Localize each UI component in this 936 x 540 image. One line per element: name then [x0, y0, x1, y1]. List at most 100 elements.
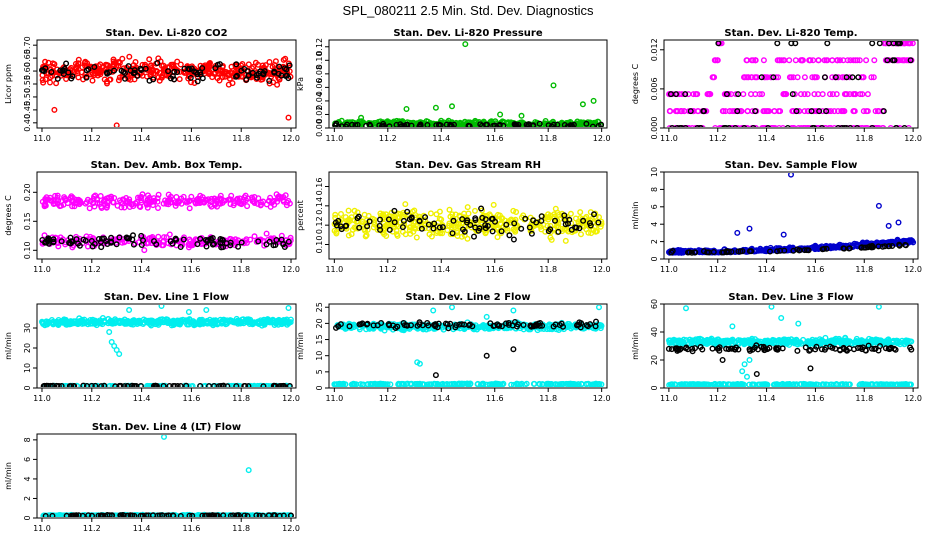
data-point: [891, 57, 898, 64]
x-tick-label: 11.8: [232, 134, 250, 143]
data-point: [465, 210, 472, 217]
data-point: [687, 108, 694, 115]
data-point: [194, 78, 201, 85]
x-tick-label: 12.0: [282, 394, 300, 403]
data-point: [227, 201, 234, 208]
plot-frame: [663, 39, 919, 129]
data-point: [238, 239, 245, 246]
x-tick-label: 11.0: [33, 134, 51, 143]
data-point: [708, 335, 715, 342]
x-tick-label: 11.4: [432, 394, 450, 403]
data-point: [748, 248, 755, 255]
y-tick-label: 15: [315, 334, 324, 344]
data-point: [595, 381, 602, 387]
data-point: [160, 234, 167, 241]
plot-frame: [328, 171, 608, 260]
data-point: [131, 67, 138, 74]
data-point: [583, 226, 590, 233]
data-point: [893, 125, 899, 127]
x-tick-label: 11.0: [325, 394, 343, 403]
points-group: [39, 305, 294, 387]
y-axis-label: ml/min: [631, 332, 640, 360]
data-point: [69, 73, 76, 80]
data-point: [850, 57, 857, 64]
data-point: [126, 307, 133, 314]
data-point: [572, 215, 579, 222]
data-point: [175, 198, 182, 205]
data-point: [823, 108, 830, 115]
data-point: [224, 383, 231, 387]
data-point: [364, 223, 371, 230]
data-point: [791, 91, 798, 98]
data-point: [513, 208, 520, 215]
data-point: [790, 247, 797, 254]
x-tick-label: 11.6: [182, 265, 200, 274]
y-tick-label: 0.12: [315, 216, 324, 234]
y-tick-label: 0: [650, 385, 659, 390]
data-point: [250, 320, 257, 327]
data-point: [147, 70, 154, 77]
data-point: [870, 338, 877, 345]
data-point: [155, 233, 162, 240]
data-point: [533, 219, 540, 226]
data-point: [97, 192, 104, 199]
data-point: [83, 74, 90, 81]
data-point: [108, 238, 115, 245]
data-point: [777, 108, 784, 115]
x-tick-label: 11.6: [182, 134, 200, 143]
data-point: [125, 63, 132, 70]
chart-title: Stan. Dev. Li-820 CO2: [105, 28, 227, 39]
data-point: [332, 219, 339, 226]
data-point: [482, 222, 489, 229]
data-point: [338, 210, 345, 217]
data-point: [146, 200, 153, 207]
data-point: [685, 125, 692, 127]
data-point: [864, 125, 871, 127]
data-point: [154, 195, 161, 202]
data-point: [197, 383, 204, 387]
data-point: [482, 216, 489, 223]
data-point: [786, 74, 793, 81]
data-point: [498, 228, 505, 235]
points-group: [331, 201, 605, 244]
data-point: [488, 215, 495, 222]
data-point: [746, 357, 753, 364]
data-point: [199, 240, 206, 247]
data-point: [94, 196, 101, 203]
x-tick-label: 11.2: [83, 394, 101, 403]
data-point: [743, 74, 750, 81]
x-tick-label: 11.8: [539, 265, 557, 274]
data-point: [770, 125, 777, 127]
data-point: [217, 235, 224, 242]
data-point: [476, 324, 483, 331]
data-point: [199, 65, 206, 72]
data-point: [51, 106, 58, 113]
data-point: [896, 242, 903, 249]
data-point: [115, 77, 122, 84]
data-point: [271, 68, 278, 75]
data-point: [780, 231, 787, 238]
data-point: [40, 79, 47, 86]
data-point: [261, 321, 268, 328]
y-tick-label: 10: [315, 351, 324, 361]
data-point: [798, 125, 805, 127]
data-point: [871, 57, 878, 64]
y-tick-label: 0.55: [23, 75, 32, 93]
data-point: [752, 108, 759, 115]
data-point: [269, 317, 276, 324]
y-tick-label: 0.12: [315, 38, 324, 56]
data-point: [101, 319, 108, 326]
data-point: [102, 61, 109, 68]
data-point: [424, 122, 431, 127]
x-tick-label: 11.8: [855, 394, 873, 403]
data-point: [63, 60, 70, 67]
data-point: [876, 125, 882, 127]
x-tick-label: 11.2: [379, 134, 397, 143]
data-point: [212, 65, 219, 72]
data-point: [223, 320, 230, 327]
data-point: [225, 81, 232, 88]
data-point: [585, 323, 592, 330]
data-point: [129, 236, 136, 243]
data-point: [716, 125, 723, 127]
data-point: [520, 322, 527, 329]
